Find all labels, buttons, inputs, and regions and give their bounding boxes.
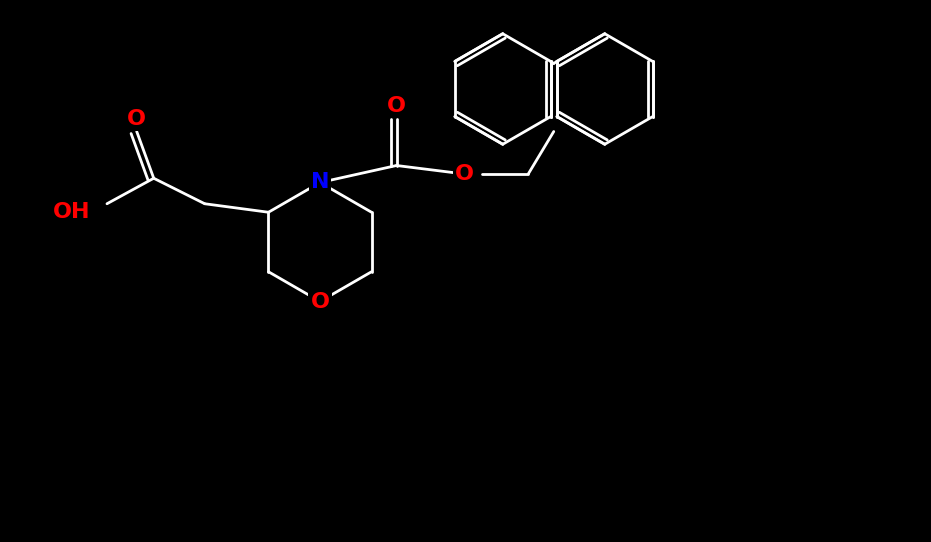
- Text: O: O: [455, 164, 474, 184]
- Text: O: O: [128, 109, 146, 129]
- Text: OH: OH: [52, 202, 90, 222]
- Text: O: O: [311, 292, 330, 312]
- Text: N: N: [311, 172, 330, 192]
- Text: O: O: [387, 96, 406, 116]
